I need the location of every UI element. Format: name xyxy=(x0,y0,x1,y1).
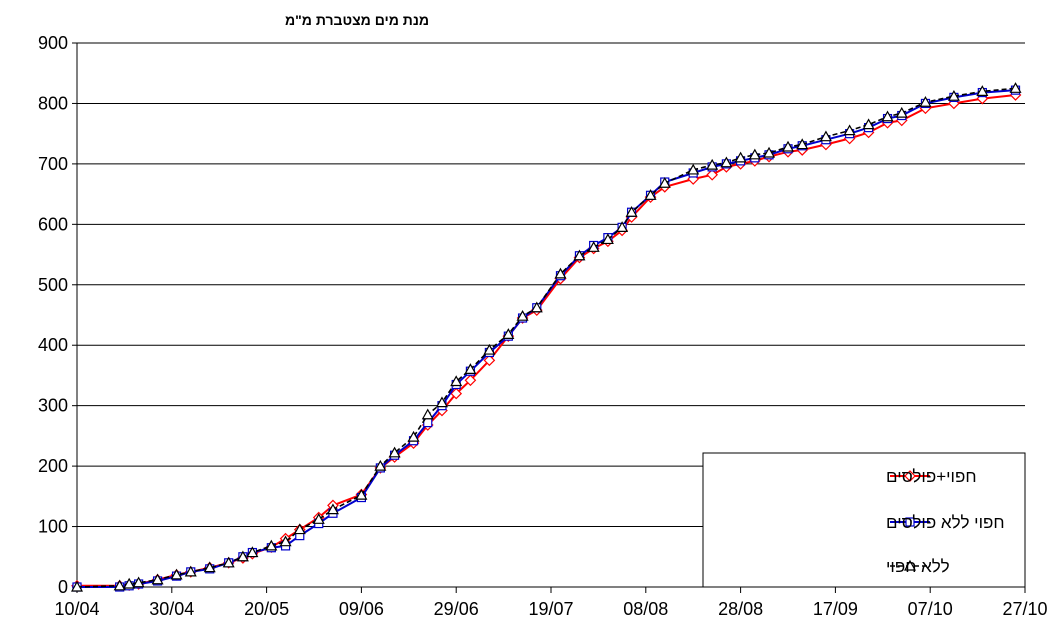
data-point xyxy=(976,85,989,96)
y-tick-label: 700 xyxy=(38,154,68,174)
data-point xyxy=(862,118,875,130)
data-point xyxy=(843,124,856,136)
data-point xyxy=(819,130,832,142)
data-point xyxy=(374,459,387,471)
data-point xyxy=(421,408,434,420)
data-point xyxy=(706,168,719,181)
data-point xyxy=(407,430,420,442)
y-tick-label: 800 xyxy=(38,93,68,113)
legend-item: ללא חפוי xyxy=(886,557,950,576)
data-point xyxy=(601,233,614,245)
data-point xyxy=(625,206,638,217)
y-axis-label: מנת מים מצטברת מ"מ xyxy=(285,12,429,28)
data-point xyxy=(170,568,183,580)
data-point xyxy=(464,374,477,387)
data-point xyxy=(616,221,629,232)
data-point xyxy=(265,539,278,551)
data-point xyxy=(450,387,463,400)
data-point xyxy=(687,163,700,175)
data-point xyxy=(203,561,216,573)
x-tick-label: 08/08 xyxy=(623,599,668,619)
data-point xyxy=(763,146,776,158)
data-point xyxy=(70,580,84,592)
data-point xyxy=(132,576,145,588)
data-point xyxy=(113,579,126,591)
data-point xyxy=(947,89,960,101)
x-tick-label: 19/07 xyxy=(528,599,573,619)
data-point xyxy=(222,556,235,568)
x-tick-label: 28/08 xyxy=(718,599,763,619)
data-point xyxy=(236,550,249,562)
data-point xyxy=(502,328,515,339)
data-point xyxy=(554,267,567,279)
legend-marker xyxy=(905,517,915,527)
x-tick-label: 10/04 xyxy=(54,599,99,619)
data-point xyxy=(516,309,529,321)
data-point xyxy=(483,354,496,367)
legend-label: ללא חפוי xyxy=(886,557,950,576)
data-point xyxy=(388,446,401,458)
data-point xyxy=(450,375,463,387)
data-point xyxy=(720,156,733,168)
legend-label: חפוי+פולסים xyxy=(886,467,977,486)
x-tick-labels: 10/04 30/04 20/05 09/06 29/06 19/07 08/08 28/08… xyxy=(54,587,1048,619)
legend-box xyxy=(702,452,1026,588)
y-tick-label: 200 xyxy=(38,456,68,476)
data-point xyxy=(658,176,671,188)
x-tick-label: 20/05 xyxy=(244,599,289,619)
data-point xyxy=(151,573,164,585)
legend-label: חפוי ללא פולסים xyxy=(886,513,1005,532)
data-point xyxy=(435,396,448,408)
data-point xyxy=(644,189,657,200)
data-point xyxy=(246,546,259,558)
data-point xyxy=(355,488,368,500)
data-point xyxy=(781,140,795,152)
data-point xyxy=(123,577,136,589)
data-point xyxy=(326,503,339,515)
legend-marker xyxy=(903,559,917,571)
x-tick-label: 29/06 xyxy=(434,599,479,619)
data-point xyxy=(919,96,932,107)
legend: חפוי+פולסים חפוי ללא פולסים ללא חפוי xyxy=(702,452,1026,588)
x-tick-label: 17/09 xyxy=(813,599,858,619)
y-tick-label: 0 xyxy=(58,577,68,597)
y-tick-label: 300 xyxy=(38,396,68,416)
x-tick-label: 09/06 xyxy=(339,599,384,619)
data-point xyxy=(748,148,761,160)
data-point xyxy=(184,565,197,577)
x-tick-label: 27/10 xyxy=(1002,599,1047,619)
data-point xyxy=(796,138,809,150)
y-tick-label: 900 xyxy=(38,33,68,53)
data-point xyxy=(587,241,600,252)
data-point xyxy=(573,249,586,261)
y-tick-labels: 0 100 200 300 400 500 600 700 800 900 xyxy=(38,33,77,597)
legend-item: חפוי ללא פולסים xyxy=(886,513,1005,532)
x-tick-label: 07/10 xyxy=(908,599,953,619)
data-point xyxy=(312,513,325,524)
y-tick-label: 100 xyxy=(38,517,68,537)
data-point xyxy=(279,535,292,547)
x-tick-label: 30/04 xyxy=(149,599,194,619)
data-point xyxy=(881,110,894,122)
legend-marker xyxy=(904,470,916,482)
data-point xyxy=(706,158,719,170)
legend-item: חפוי+פולסים xyxy=(886,467,977,486)
y-tick-label: 500 xyxy=(38,275,68,295)
data-point xyxy=(530,301,543,313)
data-point xyxy=(895,106,908,118)
data-point xyxy=(483,343,496,355)
y-tick-label: 600 xyxy=(38,214,68,234)
data-point xyxy=(293,523,306,535)
data-point xyxy=(734,151,747,163)
data-point xyxy=(1009,82,1022,93)
data-point xyxy=(464,363,477,374)
grid-lines xyxy=(77,42,1025,528)
series-layer xyxy=(70,82,1022,592)
series-3 xyxy=(70,82,1022,592)
y-tick-label: 400 xyxy=(38,335,68,355)
